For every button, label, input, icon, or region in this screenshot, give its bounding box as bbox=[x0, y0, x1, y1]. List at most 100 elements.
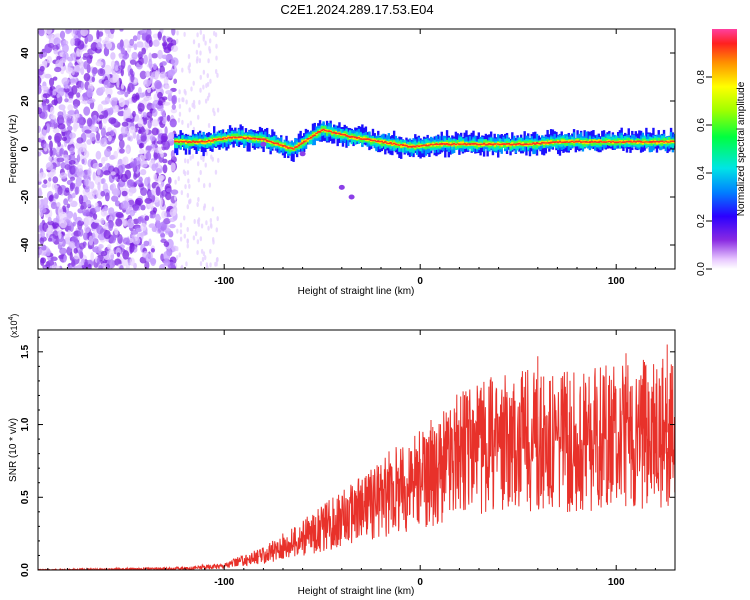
spectrogram-noise-speckle bbox=[69, 132, 76, 139]
spectrogram-noise-speckle bbox=[138, 57, 145, 66]
snr-y-tick-label: 0.0 bbox=[20, 563, 31, 577]
spectrogram-signal-cell bbox=[597, 141, 600, 143]
spectrogram-noise-speckle bbox=[43, 143, 50, 149]
spectrogram-noise-speckle bbox=[123, 39, 130, 49]
spectrogram-noise-speckle bbox=[162, 35, 167, 43]
spectrogram-signal-cell bbox=[579, 139, 583, 143]
spectrogram-noise-speckle bbox=[57, 123, 66, 130]
spectrogram-noise-speckle bbox=[120, 83, 125, 90]
spectrogram-signal-cell bbox=[435, 143, 438, 145]
spectrogram-signal-cell bbox=[458, 143, 461, 146]
spectrogram-noise-speckle bbox=[49, 106, 55, 115]
spectrogram-signal-cell bbox=[511, 143, 514, 146]
spectrogram-signal-cell bbox=[602, 141, 606, 143]
spectrogram-signal-cell bbox=[532, 141, 535, 149]
spectrogram-noise-speckle bbox=[148, 190, 152, 197]
spectrogram-noise-speckle bbox=[50, 256, 58, 262]
spectrogram-noise-speckle bbox=[111, 183, 117, 192]
spectrogram-signal-cell bbox=[631, 141, 634, 143]
spectrogram-signal-cell bbox=[648, 141, 652, 143]
spectrogram-noise-speckle bbox=[59, 148, 65, 155]
spectrogram-signal-cell bbox=[597, 139, 600, 143]
spectrogram-signal-cell bbox=[646, 141, 650, 144]
spectrogram-signal-cell bbox=[281, 144, 285, 147]
spectrogram-noise-speckle bbox=[50, 168, 56, 176]
spectrogram-signal-cell bbox=[251, 137, 255, 141]
spectrogram-noise-speckle bbox=[169, 217, 176, 223]
spectrogram-signal-cell bbox=[392, 142, 396, 144]
spectrogram-noise-speckle bbox=[108, 117, 117, 125]
spectrogram-signal-cell bbox=[576, 140, 579, 143]
spectrogram-signal-cell bbox=[519, 143, 523, 146]
spectrogram-signal-cell bbox=[202, 141, 205, 143]
spectrogram-signal-cell bbox=[638, 130, 641, 146]
spectrogram-noise-speckle bbox=[149, 135, 156, 142]
spectrogram-signal-cell bbox=[197, 141, 200, 143]
spectrogram-noise-speckle bbox=[184, 158, 187, 164]
spectrogram-noise-speckle bbox=[52, 128, 60, 134]
spectrogram-noise-speckle bbox=[53, 96, 58, 106]
spectrogram-noise-speckle bbox=[174, 195, 177, 201]
spectrogram-noise-speckle bbox=[75, 113, 80, 118]
spectrogram-signal-cell bbox=[294, 146, 297, 149]
spectrogram-noise-speckle bbox=[187, 53, 191, 59]
spectrogram-noise-speckle bbox=[69, 198, 73, 204]
spectrogram-signal-cell bbox=[414, 145, 417, 148]
spectrogram-noise-speckle bbox=[87, 263, 92, 269]
spectrogram-noise-speckle bbox=[57, 111, 64, 118]
spectrogram-signal-cell bbox=[523, 140, 526, 146]
spectrogram-signal-cell bbox=[421, 144, 424, 147]
spectrogram-noise-speckle bbox=[45, 123, 51, 133]
spectrogram-noise-speckle bbox=[206, 73, 209, 79]
spectrogram-noise-speckle bbox=[164, 126, 168, 135]
spectrogram-signal-cell bbox=[412, 145, 415, 148]
spectrogram-signal-cell bbox=[200, 141, 204, 144]
spectrogram-noise-speckle bbox=[211, 206, 215, 212]
spectrogram-signal-cell bbox=[461, 143, 465, 145]
spectrogram-signal-cell bbox=[671, 140, 675, 142]
spectrogram-noise-speckle bbox=[198, 99, 201, 105]
spectrogram-noise-speckle bbox=[40, 230, 46, 238]
spectrogram-signal-cell bbox=[239, 130, 242, 139]
spectrogram-noise-speckle bbox=[131, 51, 139, 60]
spectrogram-signal-cell bbox=[290, 147, 294, 149]
snr-series-line bbox=[38, 334, 675, 570]
spectrogram-noise-speckle bbox=[57, 206, 63, 217]
spectrogram-noise-speckle bbox=[215, 257, 219, 263]
spectrogram-noise-speckle bbox=[59, 220, 68, 229]
spectrogram-signal-cell bbox=[449, 142, 452, 145]
spectrogram-noise-speckle bbox=[194, 231, 198, 237]
spectrogram-noise-speckle bbox=[67, 98, 74, 104]
spectrogram-signal-cell bbox=[592, 139, 595, 143]
spectrogram-noise-speckle bbox=[116, 252, 121, 258]
spectrogram-signal-cell bbox=[301, 140, 304, 144]
spectrogram-signal-cell bbox=[405, 144, 408, 151]
spectrogram-signal-cell bbox=[239, 136, 242, 138]
spectrogram-noise-speckle bbox=[47, 216, 52, 223]
spectrogram-noise-speckle bbox=[132, 203, 140, 211]
spectrogram-noise-speckle bbox=[149, 258, 157, 265]
spectrogram-signal-cell bbox=[302, 139, 306, 146]
spectrogram-noise-speckle bbox=[92, 213, 98, 220]
spectrogram-noise-speckle bbox=[95, 139, 101, 144]
spectrogram-noise-speckle bbox=[135, 197, 144, 206]
spectrogram-noise-speckle bbox=[196, 201, 199, 207]
spectrogram-noise-speckle bbox=[91, 115, 95, 125]
spectrogram-signal-cell bbox=[588, 141, 592, 144]
spectrogram-noise-speckle bbox=[68, 159, 76, 165]
spectrogram-signal-cell bbox=[459, 141, 463, 146]
spectrogram-noise-speckle bbox=[171, 95, 176, 105]
colorbar-tick-label: 0.2 bbox=[696, 214, 707, 228]
spectrogram-noise-speckle bbox=[188, 68, 191, 74]
spectrogram-noise-speckle bbox=[202, 157, 205, 163]
spectrogram-noise-speckle bbox=[155, 216, 162, 221]
spectrogram-signal-cell bbox=[620, 141, 623, 143]
spectrogram-noise-speckle bbox=[82, 209, 90, 216]
spectrogram-noise-speckle bbox=[108, 222, 114, 232]
spectrogram-signal-cell bbox=[426, 142, 429, 147]
spectrogram-signal-cell bbox=[225, 138, 228, 140]
snr-y-ticks: 0.0 0.5 1.0 1.5 bbox=[20, 336, 675, 577]
spectrogram-noise-speckle bbox=[100, 127, 106, 138]
spectrogram-signal-cell bbox=[624, 141, 627, 143]
spectrogram-x-tick-label: -100 bbox=[214, 276, 234, 287]
